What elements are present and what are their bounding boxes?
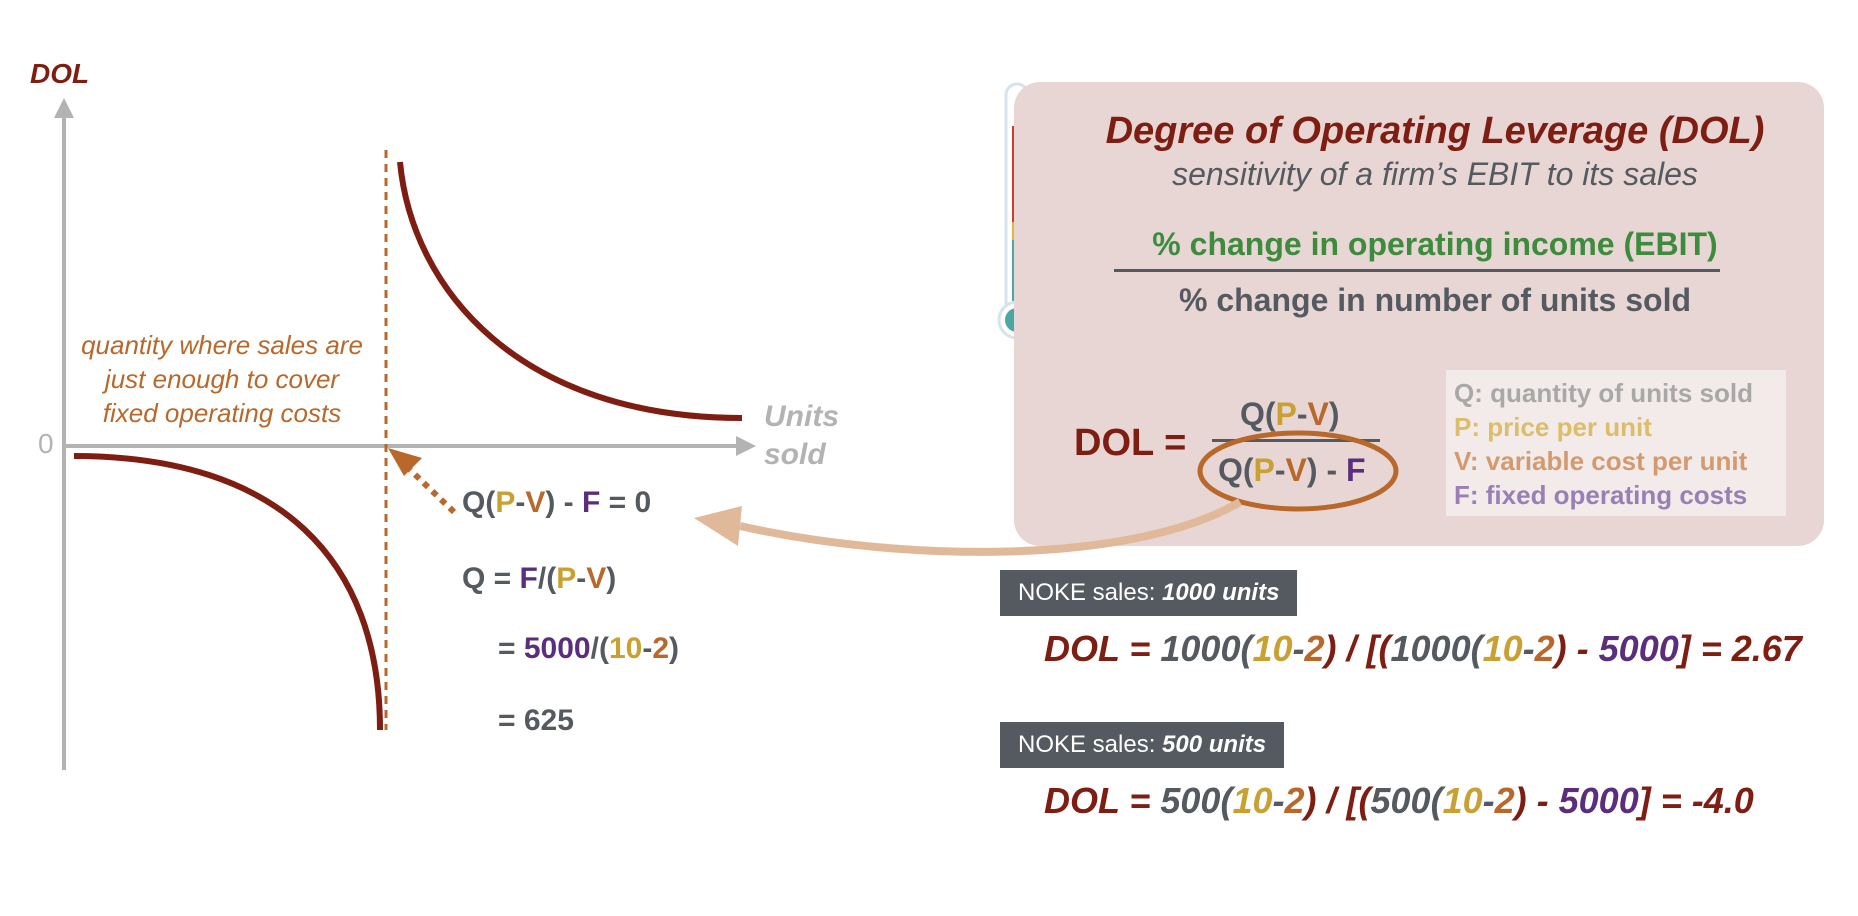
example-calc-500: DOL = 500(10-2) / [(500(10-2) - 5000] = … xyxy=(1044,780,1754,821)
x-axis-label-line1: Units xyxy=(764,400,839,433)
fraction-bar xyxy=(1114,269,1720,272)
dol-formula-denominator: Q(P-V) - F xyxy=(1218,452,1366,488)
x-axis-arrowhead xyxy=(736,436,756,456)
breakeven-result: = 625 xyxy=(498,704,574,737)
breakeven-equation: Q(P-V) - F = 0 xyxy=(462,486,652,519)
x-axis-label-line2: sold xyxy=(764,438,826,471)
panel-title: Degree of Operating Leverage (DOL) xyxy=(1105,110,1765,152)
panel-subtitle: sensitivity of a firm’s EBIT to its sale… xyxy=(1172,156,1698,192)
callout-arrowhead xyxy=(694,506,742,546)
legend-item-p: P: price per unit xyxy=(1454,412,1652,442)
breakeven-quantity-formula: Q = F/(P-V) xyxy=(462,562,617,595)
dol-definition-numerator: % change in operating income (EBIT) xyxy=(1152,226,1718,262)
origin-label: 0 xyxy=(38,428,54,459)
y-axis-arrowhead xyxy=(54,98,74,118)
example-calc-1000: DOL = 1000(10-2) / [(1000(10-2) - 5000] … xyxy=(1044,628,1802,669)
formula-fraction-bar xyxy=(1212,439,1380,442)
legend-item-v: V: variable cost per unit xyxy=(1454,446,1748,476)
breakeven-pointer-head xyxy=(388,448,422,476)
callout-arrow xyxy=(739,498,1243,556)
breakeven-note: quantity where sales are just enough to … xyxy=(66,328,378,430)
dol-definition-denominator: % change in number of units sold xyxy=(1178,282,1692,318)
x-axis-label: Units sold xyxy=(764,398,839,474)
breakeven-note-line: just enough to cover xyxy=(104,364,340,394)
example-tag-1000: NOKE sales: 1000 units xyxy=(1000,570,1298,616)
legend-item-q: Q: quantity of units sold xyxy=(1454,378,1753,408)
breakeven-note-line: quantity where sales are xyxy=(81,330,363,360)
breakeven-substitution: = 5000/(10-2) xyxy=(498,632,679,665)
negative-dol-curve xyxy=(73,453,383,731)
breakeven-note-line: fixed operating costs xyxy=(102,398,342,428)
legend-item-f: F: fixed operating costs xyxy=(1454,480,1748,510)
positive-dol-curve xyxy=(397,161,743,421)
dol-formula-lhs: DOL = xyxy=(1074,422,1187,464)
y-axis-label: DOL xyxy=(30,58,90,89)
example-tag-500: NOKE sales: 500 units xyxy=(1000,722,1285,768)
dol-formula-numerator: Q(P-V) xyxy=(1240,396,1340,432)
denominator-highlight-ellipse xyxy=(1197,430,1399,512)
variable-legend: Q: quantity of units sold P: price per u… xyxy=(1446,370,1786,516)
